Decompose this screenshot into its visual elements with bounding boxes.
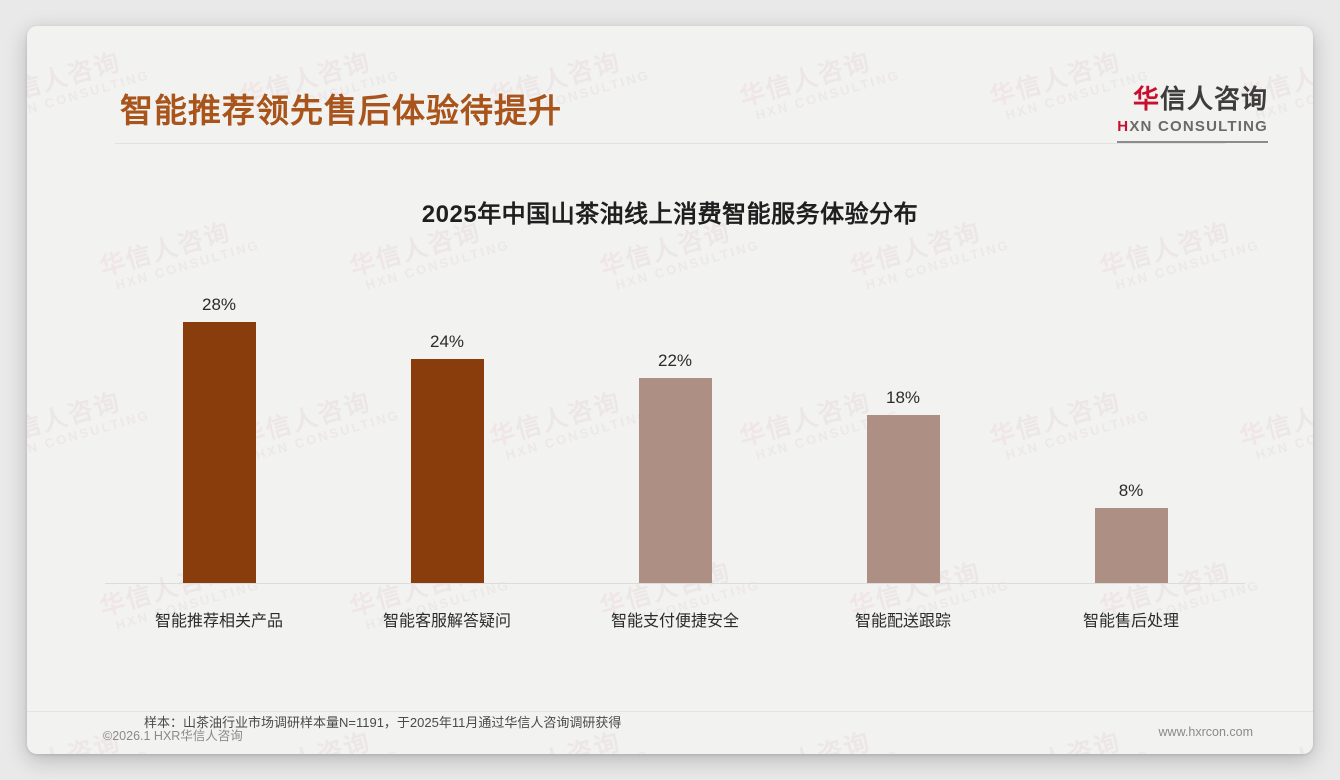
bar-value-label: 22%: [657, 350, 693, 370]
bar-group[interactable]: 22%: [561, 254, 789, 583]
category-label: 智能支付便捷安全: [610, 613, 739, 630]
logo-chinese-text: 华信人咨询: [1117, 86, 1268, 112]
company-logo: 华信人咨询 HXN CONSULTING: [1117, 86, 1268, 143]
bar-rect[interactable]: [1094, 508, 1168, 583]
category-label: 智能推荐相关产品: [154, 613, 283, 630]
logo-english-rest: XN CONSULTING: [1129, 118, 1268, 135]
slide-footer: ©2026.1 HXR华信人咨询 www.hxrcon.com: [27, 711, 1313, 754]
page-title: 智能推荐领先售后体验待提升: [120, 92, 562, 129]
logo-english-accent: H: [1117, 118, 1130, 135]
footer-copyright: ©2026.1 HXR华信人咨询: [103, 729, 243, 743]
slide-card: 华信人咨询 HXN CONSULTING 华信人咨询 HXN CONSULTING华信…: [27, 26, 1313, 754]
logo-accent-char: 华: [1132, 84, 1160, 114]
category-label: 智能客服解答疑问: [382, 613, 511, 630]
category-axis-labels: 智能推荐相关产品 智能客服解答疑问 智能支付便捷安全 智能配送跟踪 智能售后处理: [105, 607, 1245, 631]
bar-value-label: 24%: [429, 332, 465, 351]
x-axis-line: [105, 583, 1245, 584]
category-label: 智能售后处理: [1082, 613, 1179, 630]
bar-chart-plot: 28% 24% 22% 18% 8% 智能推荐相关产品 智能客服解答疑问 智能支付便捷安全智…: [77, 254, 1267, 630]
bar-value-label: 18%: [885, 388, 921, 407]
footer-website: www.hxrcon.com: [1158, 725, 1253, 739]
sample-footnote: 样本：山茶油行业市场调研样本量N=1191，于2025年11月通过华信人咨询调研…: [144, 715, 622, 730]
header-divider: [115, 143, 1225, 144]
bar-group[interactable]: 8%: [1017, 254, 1245, 583]
chart-title: 2025年中国山茶油线上消费智能服务体验分布: [421, 201, 919, 228]
bar-value-label: 8%: [1118, 481, 1144, 501]
bar-rect[interactable]: [638, 377, 712, 583]
bar-rect[interactable]: [410, 359, 484, 583]
category-label: 智能配送跟踪: [854, 613, 951, 630]
bar-rect[interactable]: [182, 321, 256, 583]
bar-group[interactable]: 24%: [333, 254, 561, 583]
bar-rect[interactable]: [866, 415, 940, 583]
chart-area: 2025年中国山茶油线上消费智能服务体验分布 28% 24% 22% 18% 8% 智能…: [27, 144, 1313, 664]
bar-group[interactable]: 28%: [105, 254, 333, 583]
bar-group[interactable]: 18%: [789, 254, 1017, 583]
bar-value-label: 28%: [201, 294, 237, 314]
slide-header: 智能推荐领先售后体验待提升 华信人咨询 HXN CONSULTING: [27, 26, 1313, 144]
bar-series: 28% 24% 22% 18% 8%: [105, 254, 1245, 583]
logo-underline: [1117, 141, 1268, 143]
logo-english-text: HXN CONSULTING: [1117, 119, 1268, 134]
logo-chinese-rest: 信人咨询: [1159, 84, 1268, 114]
